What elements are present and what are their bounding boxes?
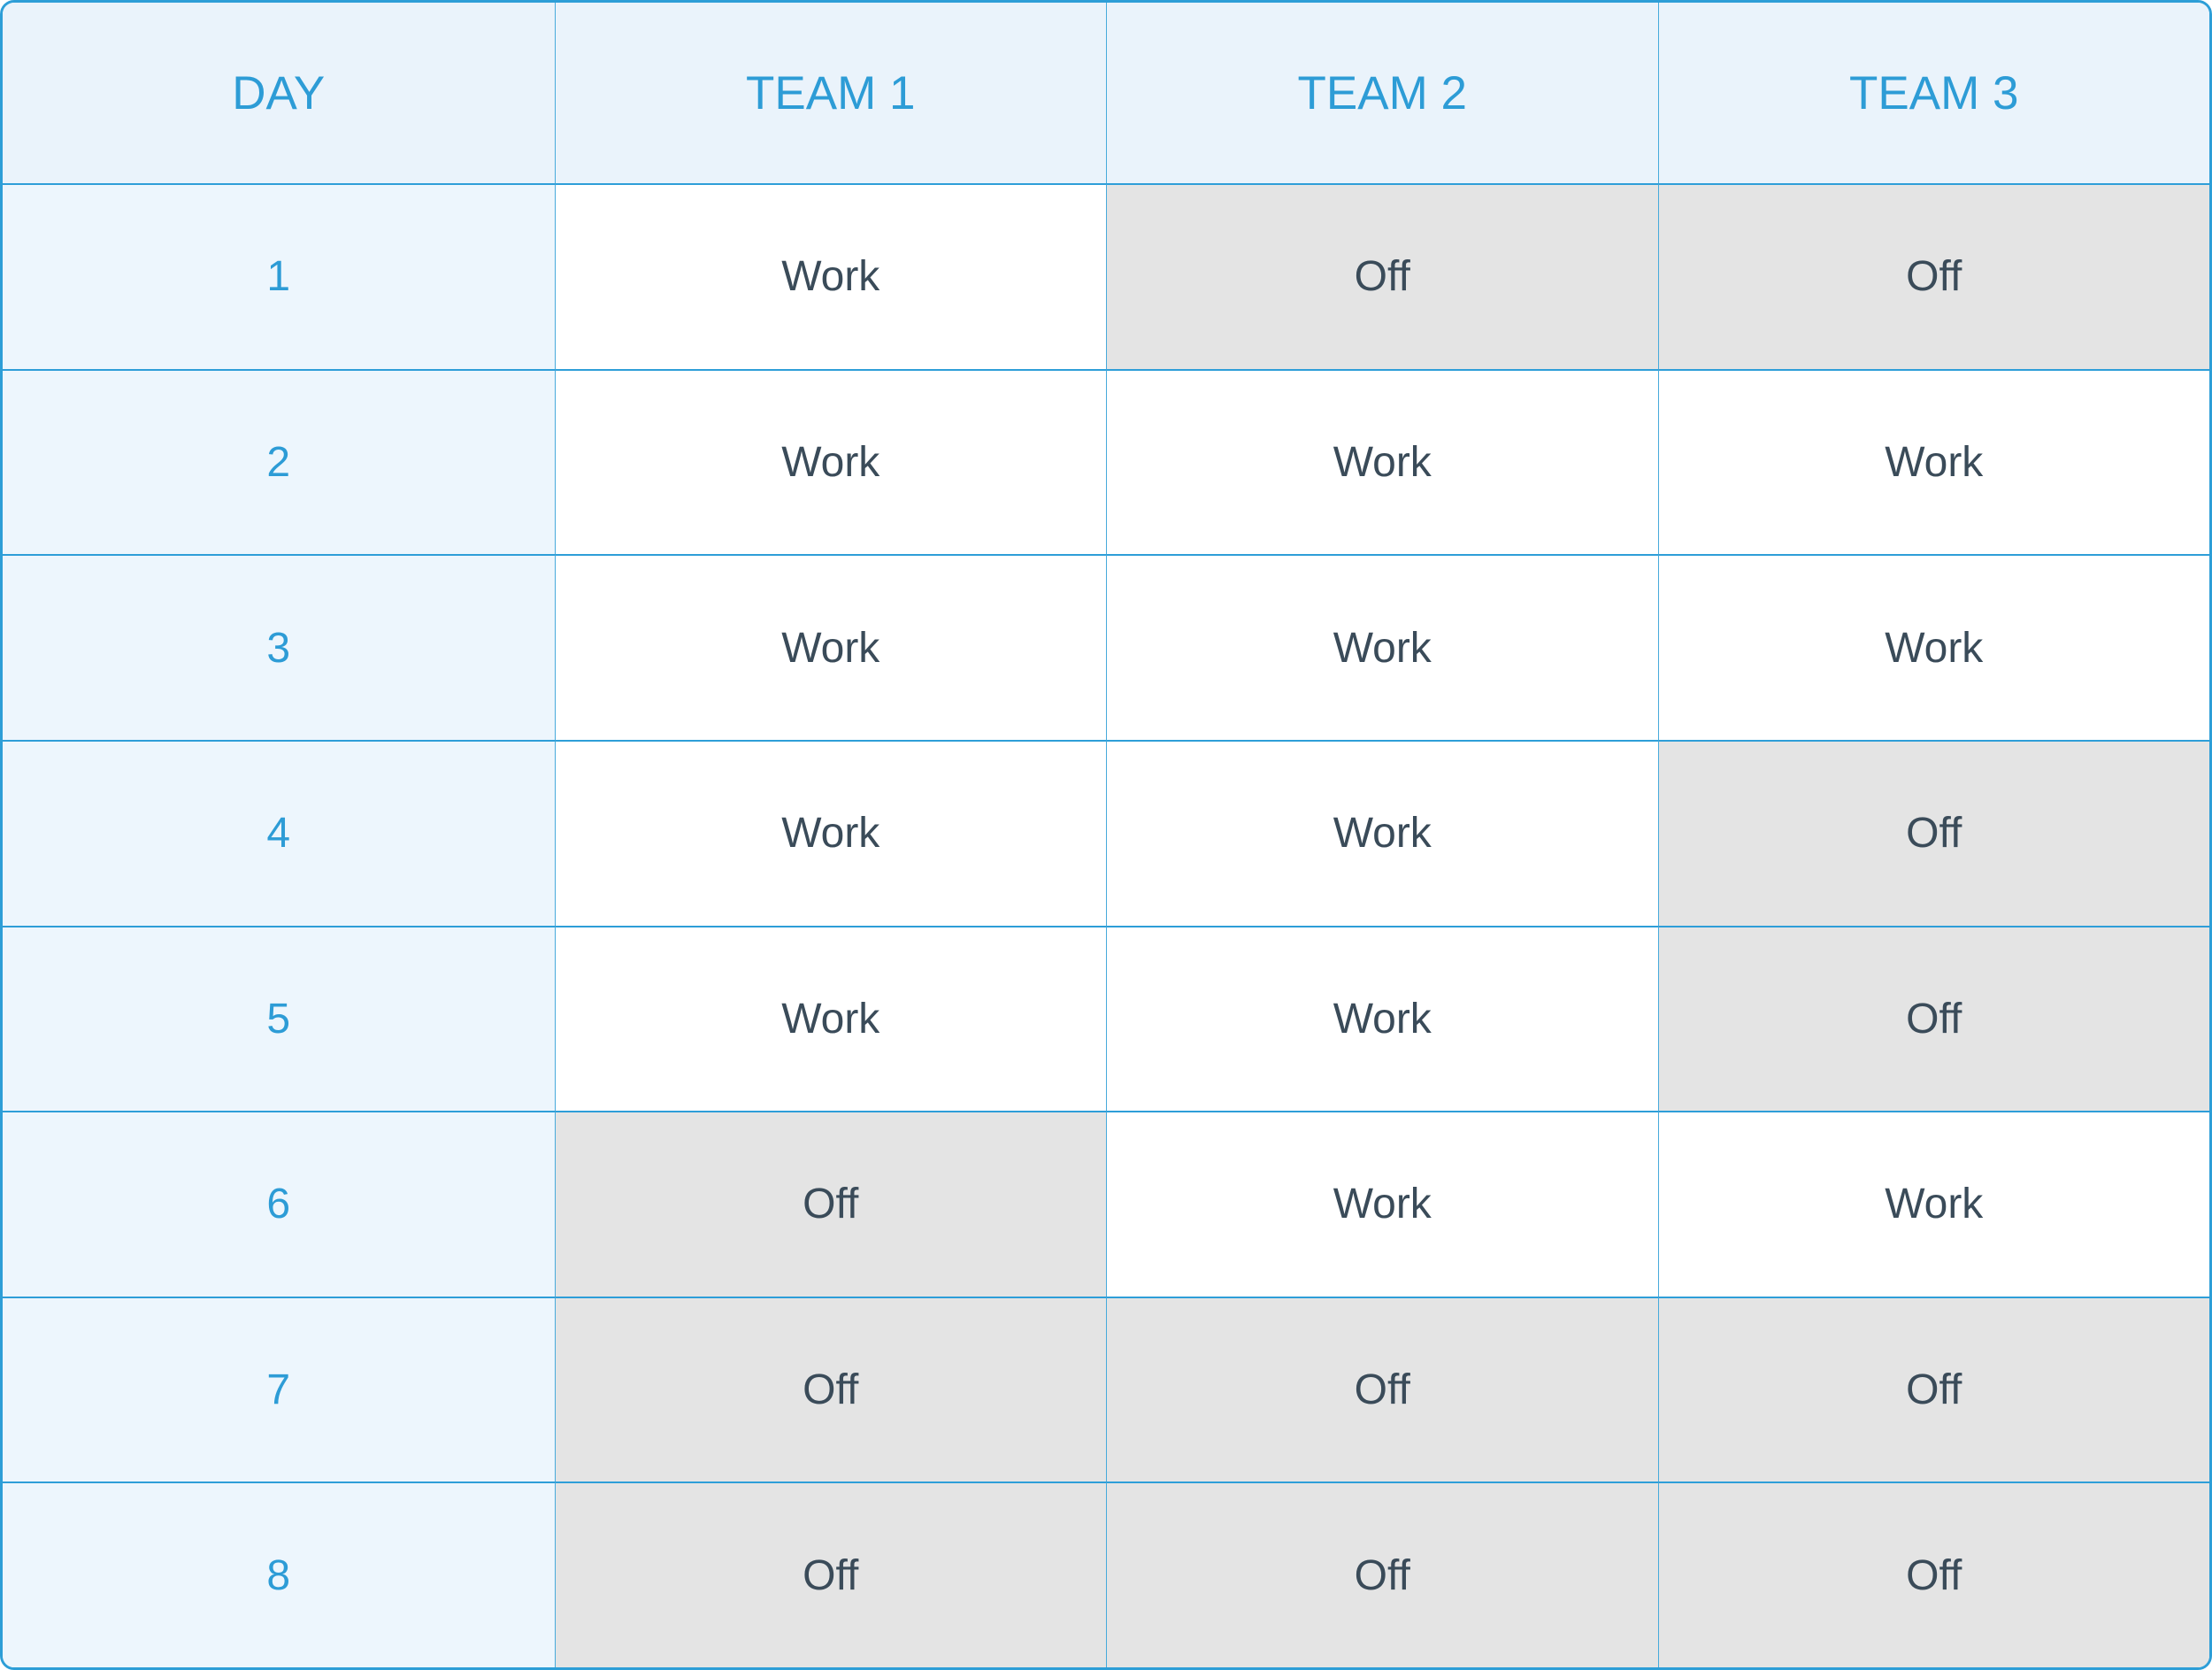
day-cell-7: 7 (3, 1296, 555, 1482)
column-header-team-2: TEAM 2 (1106, 3, 1658, 183)
cell-day5-team2: Work (1106, 925, 1658, 1112)
day-cell-1: 1 (3, 183, 555, 369)
day-cell-8: 8 (3, 1481, 555, 1667)
cell-day5-team3: Off (1657, 925, 2209, 1112)
cell-day5-team1: Work (554, 925, 1106, 1112)
cell-day6-team2: Work (1106, 1111, 1658, 1297)
cell-day4-team3: Off (1657, 739, 2209, 926)
cell-day8-team3: Off (1657, 1481, 2209, 1667)
cell-day4-team1: Work (554, 739, 1106, 926)
cell-day3-team2: Work (1106, 554, 1658, 740)
cell-day8-team1: Off (554, 1481, 1106, 1667)
column-header-day: DAY (3, 3, 555, 183)
cell-day2-team3: Work (1657, 368, 2209, 555)
day-cell-6: 6 (3, 1111, 555, 1297)
column-header-team-1: TEAM 1 (554, 3, 1106, 183)
column-header-team-3: TEAM 3 (1657, 3, 2209, 183)
cell-day7-team3: Off (1657, 1296, 2209, 1482)
cell-day2-team1: Work (554, 368, 1106, 555)
cell-day3-team3: Work (1657, 554, 2209, 740)
cell-day4-team2: Work (1106, 739, 1658, 926)
cell-day1-team1: Work (554, 183, 1106, 369)
cell-day6-team1: Off (554, 1111, 1106, 1297)
cell-day6-team3: Work (1657, 1111, 2209, 1297)
cell-day1-team2: Off (1106, 183, 1658, 369)
day-cell-3: 3 (3, 554, 555, 740)
cell-day7-team2: Off (1106, 1296, 1658, 1482)
cell-day2-team2: Work (1106, 368, 1658, 555)
day-cell-4: 4 (3, 739, 555, 926)
cell-day1-team3: Off (1657, 183, 2209, 369)
cell-day3-team1: Work (554, 554, 1106, 740)
cell-day7-team1: Off (554, 1296, 1106, 1482)
day-cell-2: 2 (3, 368, 555, 555)
cell-day8-team2: Off (1106, 1481, 1658, 1667)
day-cell-5: 5 (3, 925, 555, 1112)
